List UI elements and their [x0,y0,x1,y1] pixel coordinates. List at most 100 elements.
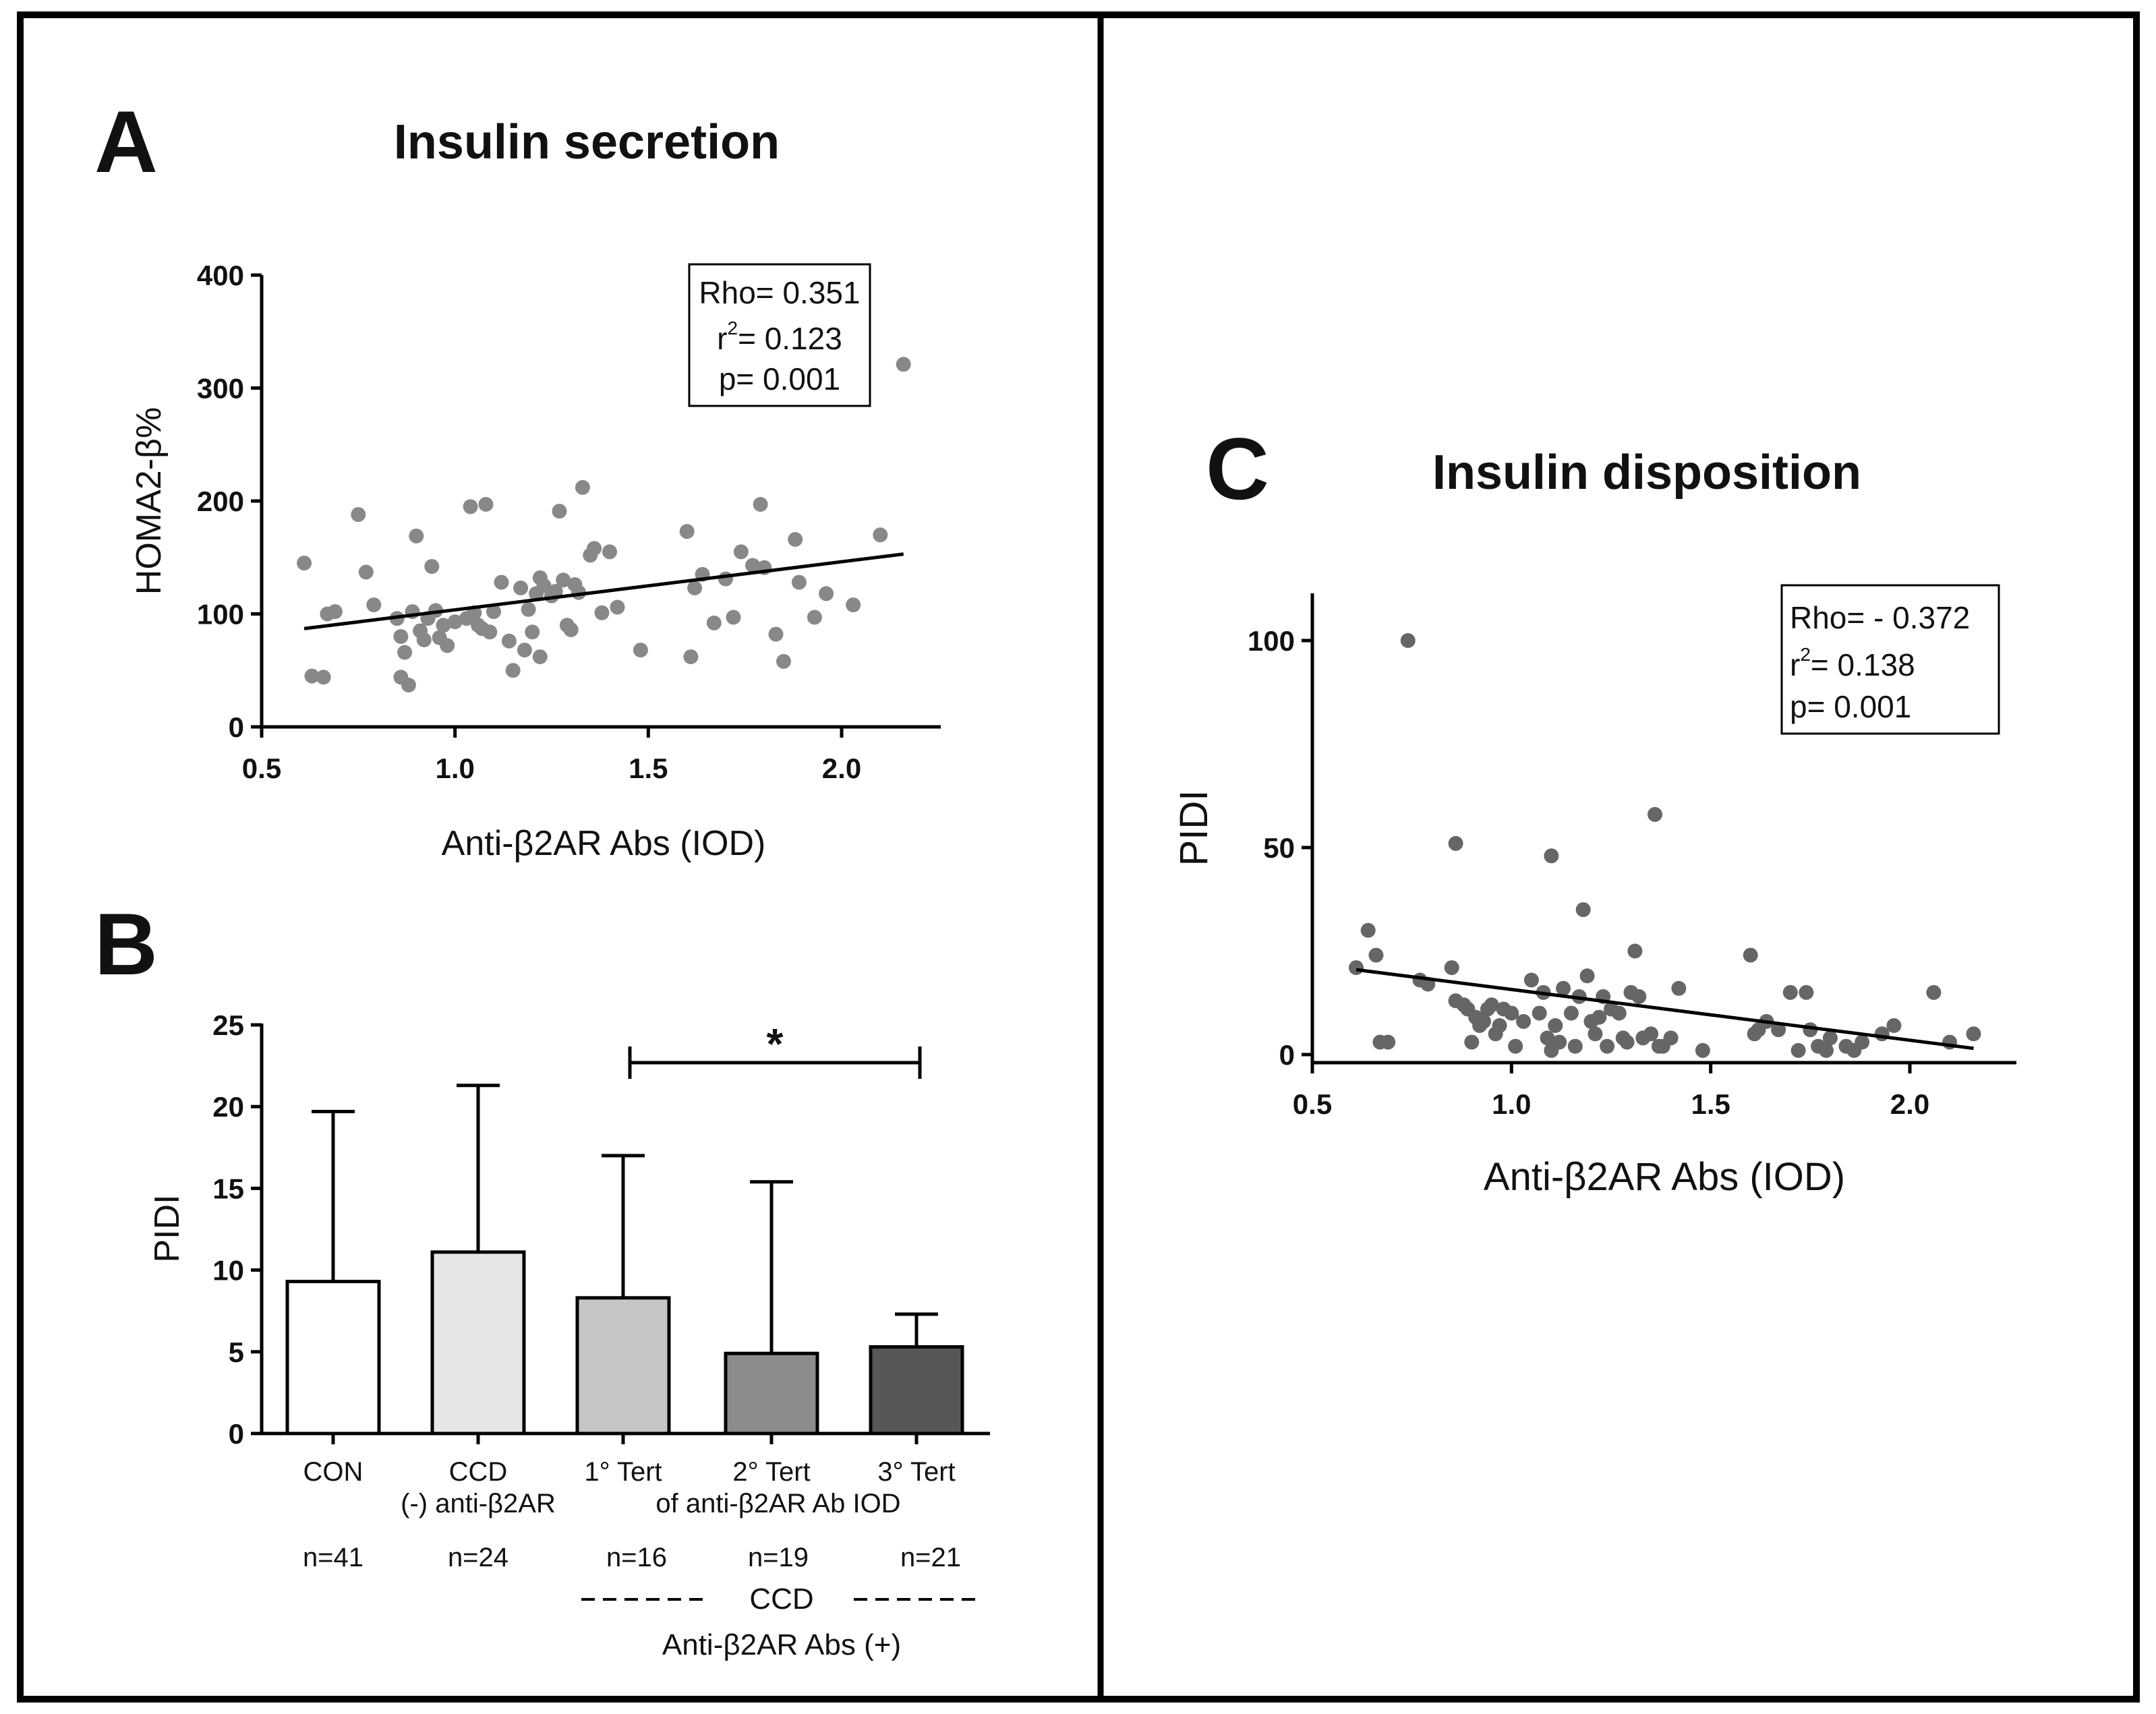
c-point [1540,1030,1555,1046]
a-point [745,558,761,573]
c-point [1611,1005,1627,1021]
figure-frame [17,11,2140,1703]
panel-b-tert-subline: of anti-β2AR Ab IOD [655,1489,900,1518]
a-point [397,645,413,660]
a-point [633,643,648,658]
a-point [683,649,699,665]
a-point [304,668,320,684]
a-point [393,629,409,644]
a-point [788,532,803,547]
a-point [424,559,440,574]
panel-c-letter: C [1206,419,1269,518]
panel-c-x-tick-label: 1.5 [1691,1088,1730,1120]
c-point [1855,1034,1870,1050]
b-bar [430,1250,526,1436]
a-point [726,610,741,625]
panel-b-y-tick-label: 0 [229,1418,244,1450]
c-point [1492,1018,1507,1033]
panel-a-x-tick-label: 2.0 [822,752,861,784]
c-point [1349,960,1364,976]
c-point [1504,1005,1519,1021]
a-point [440,638,455,653]
c-point [1400,633,1416,648]
c-point [1782,984,1798,1000]
a-point [896,357,911,372]
a-point [478,497,494,512]
panel-a-title: Insulin secretion [394,115,780,169]
a-point [494,574,509,590]
c-point [1368,947,1384,963]
a-point [846,597,861,613]
panel-b-y-tick-label: 25 [212,1009,244,1041]
panel-c-y-tick-label: 50 [1263,832,1295,864]
a-point [525,624,540,640]
c-point [1484,997,1499,1013]
panel-c-r2-value: = 0.138 [1811,647,1915,682]
panel-a-x-tick-label: 1.0 [435,752,474,784]
panel-a-x-tick-label: 0.5 [242,752,281,784]
panel-c-x-axis-label: Anti-β2AR Abs (IOD) [1484,1155,1845,1199]
panel-b-letter: B [94,895,158,993]
c-point [1822,1030,1838,1046]
c-point [1648,806,1662,822]
panel-a-y-tick-label: 0 [229,711,244,743]
c-point [1380,1034,1396,1050]
panel-b-category-label: 3° Tert [877,1457,955,1487]
panel-c-stats-box [1780,584,2000,735]
panel-b-y-axis-label: PIDI [148,1194,187,1262]
panel-c-rho: Rho= - 0.372 [1790,600,1970,635]
a-point [416,632,432,647]
c-point [1448,835,1463,851]
panel-c-y-tick-label: 0 [1279,1039,1295,1071]
a-point [873,527,888,543]
c-point [1926,984,1942,1000]
panel-b-category-label: CON [303,1457,363,1487]
panel-b-category-label: 2° Tert [732,1457,810,1487]
panel-b-y-ticks: 0 5 10 15 20 25 [212,1009,244,1450]
panel-c-x-tick-label: 0.5 [1293,1088,1332,1120]
a-point [679,524,695,539]
a-point [505,663,521,678]
a-point [819,586,834,601]
c-point [1643,1026,1659,1042]
panel-a-r2-prefix: r [717,321,727,356]
c-point [1360,922,1376,938]
panel-c-x-tick-label: 2.0 [1890,1088,1929,1120]
panel-a-regression-line [303,552,904,630]
a-point [486,604,501,620]
a-point [594,605,610,620]
panel-a-points [297,357,911,692]
a-point [563,622,579,637]
panel-b-group-label-sub: Anti-β2AR Abs (+) [662,1628,901,1661]
c-point [1587,1026,1603,1042]
panel-c-y-tick-label: 100 [1248,625,1295,657]
panel-b-n-label: n=24 [448,1543,508,1572]
a-point [548,584,563,599]
c-point [1592,1009,1607,1025]
a-point [536,578,552,593]
c-point [1464,1034,1480,1050]
a-point [552,504,567,519]
c-point [1476,1013,1491,1029]
panel-a-letter: A [94,92,158,191]
panel-c-y-axis-label: PIDI [1172,790,1216,866]
a-point [791,574,807,590]
panel-a-x-tick-label: 1.5 [629,752,668,784]
panel-a-rho: Rho= 0.351 [699,275,860,310]
a-point [501,633,517,649]
panel-a-y-tick-label: 200 [197,485,244,517]
a-point [327,604,343,620]
panel-a-y-axis-label: HOMA2-β% [129,407,169,595]
panel-c: C Insulin disposition 0 50 100 0.5 1.0 1… [1172,419,2016,1199]
c-point [1743,947,1758,963]
panel-c-x-tick-label: 1.0 [1492,1088,1531,1120]
a-point [753,497,768,512]
c-point [1695,1042,1710,1058]
b-bar [285,1280,381,1436]
panel-a-r2: r2= 0.123 [717,318,842,356]
panel-b-n-label: n=21 [900,1543,961,1572]
a-point [366,597,382,613]
a-point [687,581,703,595]
c-point [1627,943,1643,959]
c-point [1516,1013,1532,1029]
